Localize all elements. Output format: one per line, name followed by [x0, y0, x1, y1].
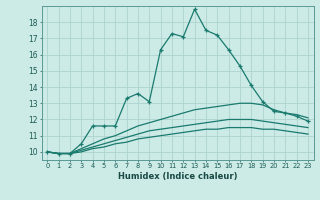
X-axis label: Humidex (Indice chaleur): Humidex (Indice chaleur) [118, 172, 237, 181]
